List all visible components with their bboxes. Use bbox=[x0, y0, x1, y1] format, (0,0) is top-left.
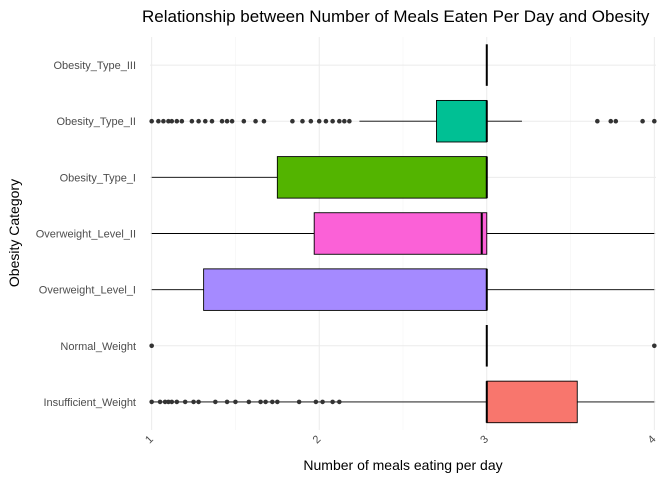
iqr-box bbox=[436, 99, 488, 143]
outlier-point bbox=[608, 118, 614, 124]
outlier-point bbox=[174, 399, 180, 405]
outlier-point bbox=[347, 118, 352, 124]
outlier-point bbox=[337, 399, 342, 405]
outlier-point bbox=[261, 118, 267, 124]
y-tick-label: Normal_Weight bbox=[60, 341, 136, 353]
box-Insufficient_Weight bbox=[149, 380, 655, 424]
outlier-point bbox=[213, 399, 218, 405]
outlier-point bbox=[191, 399, 196, 405]
outlier-point bbox=[313, 399, 319, 405]
outlier-point bbox=[263, 399, 268, 405]
x-axis-title: Number of meals eating per day bbox=[303, 457, 502, 473]
outlier-point bbox=[161, 118, 166, 124]
outlier-point bbox=[290, 118, 295, 124]
y-axis-title: Obesity Category bbox=[6, 179, 22, 287]
chart-title: Relationship between Number of Meals Eat… bbox=[142, 7, 650, 26]
y-tick-label: Obesity_Type_I bbox=[60, 172, 136, 184]
outlier-point bbox=[320, 399, 325, 405]
outlier-point bbox=[330, 399, 335, 405]
outlier-point bbox=[253, 118, 258, 124]
y-tick-label: Overweight_Level_I bbox=[39, 285, 136, 297]
outlier-point bbox=[162, 399, 168, 405]
outlier-point bbox=[202, 118, 208, 124]
outlier-point bbox=[219, 118, 225, 124]
iqr-box bbox=[486, 380, 578, 424]
outlier-point bbox=[196, 118, 201, 124]
y-tick-labels: Insufficient_Weight Normal_Weight Overweig… bbox=[36, 60, 136, 409]
x-tick-label: 2 bbox=[311, 433, 324, 446]
y-tick-label: Obesity_Type_III bbox=[53, 60, 136, 72]
outlier-point bbox=[209, 118, 215, 124]
box-Overweight_Level_I bbox=[151, 268, 655, 311]
outlier-point bbox=[640, 118, 645, 124]
boxes bbox=[149, 44, 657, 424]
outlier-point bbox=[337, 118, 342, 124]
outlier-point bbox=[166, 399, 171, 405]
outlier-point bbox=[595, 118, 600, 124]
x-tick-label: 1 bbox=[143, 433, 156, 446]
outlier-point bbox=[149, 343, 154, 349]
box-Overweight_Level_II bbox=[151, 212, 655, 255]
outlier-point bbox=[149, 399, 154, 405]
outlier-point bbox=[300, 118, 305, 124]
outlier-point bbox=[258, 399, 263, 405]
outlier-point bbox=[330, 118, 335, 124]
outlier-point bbox=[308, 118, 314, 124]
outlier-point bbox=[157, 399, 163, 405]
outlier-point bbox=[169, 118, 175, 124]
outlier-point bbox=[229, 118, 235, 124]
outlier-point bbox=[182, 399, 188, 405]
x-tick-labels: 1 2 3 4 bbox=[143, 433, 658, 446]
iqr-box bbox=[313, 212, 488, 255]
iqr-box bbox=[203, 268, 488, 311]
outlier-point bbox=[275, 399, 280, 405]
outlier-point bbox=[246, 399, 252, 405]
outlier-point bbox=[179, 118, 185, 124]
y-tick-label: Insufficient_Weight bbox=[43, 397, 136, 409]
outlier-point bbox=[652, 118, 657, 124]
box-Obesity_Type_I bbox=[151, 156, 488, 199]
outlier-point bbox=[342, 118, 347, 124]
outlier-point bbox=[323, 118, 329, 124]
outlier-point bbox=[224, 399, 230, 405]
outlier-point bbox=[169, 399, 175, 405]
outlier-point bbox=[189, 118, 195, 124]
box-Normal_Weight bbox=[149, 325, 657, 367]
x-tick-label: 3 bbox=[478, 433, 491, 446]
iqr-box bbox=[276, 156, 488, 199]
outlier-point bbox=[652, 343, 657, 349]
outlier-point bbox=[270, 399, 275, 405]
outlier-point bbox=[613, 118, 619, 124]
outlier-point bbox=[149, 118, 154, 124]
y-tick-label: Obesity_Type_II bbox=[57, 116, 137, 128]
outlier-point bbox=[156, 118, 161, 124]
x-tick-label: 4 bbox=[646, 433, 659, 446]
outlier-point bbox=[241, 118, 247, 124]
outlier-point bbox=[196, 399, 201, 405]
outlier-point bbox=[224, 118, 230, 124]
outlier-point bbox=[174, 118, 180, 124]
outlier-point bbox=[316, 118, 322, 124]
y-tick-label: Overweight_Level_II bbox=[36, 229, 136, 241]
box-Obesity_Type_II bbox=[149, 99, 657, 143]
outlier-point bbox=[296, 399, 302, 405]
outlier-point bbox=[233, 399, 238, 405]
outlier-point bbox=[166, 118, 171, 124]
